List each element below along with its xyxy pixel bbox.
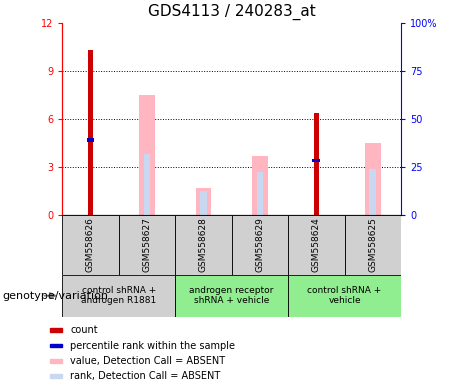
Text: control shRNA +
androgen R1881: control shRNA + androgen R1881 xyxy=(81,286,156,305)
Text: GSM558625: GSM558625 xyxy=(368,217,378,272)
Bar xyxy=(139,95,155,215)
Title: GDS4113 / 240283_at: GDS4113 / 240283_at xyxy=(148,4,315,20)
Bar xyxy=(87,138,95,142)
Bar xyxy=(175,215,231,275)
Bar xyxy=(365,143,381,215)
Bar xyxy=(50,359,62,363)
Bar xyxy=(62,215,118,275)
Bar xyxy=(118,215,175,275)
Bar xyxy=(50,374,62,378)
Bar xyxy=(344,215,401,275)
Bar xyxy=(313,113,319,215)
Text: genotype/variation: genotype/variation xyxy=(2,291,108,301)
Bar xyxy=(252,156,268,215)
Bar xyxy=(369,169,376,215)
Text: percentile rank within the sample: percentile rank within the sample xyxy=(71,341,236,351)
Bar xyxy=(62,275,175,317)
Bar xyxy=(175,275,288,317)
Bar xyxy=(313,159,320,162)
Text: GSM558624: GSM558624 xyxy=(312,217,321,272)
Bar xyxy=(200,191,207,215)
Bar xyxy=(256,172,263,215)
Bar xyxy=(288,215,344,275)
Text: GSM558627: GSM558627 xyxy=(142,217,152,272)
Bar xyxy=(195,188,211,215)
Text: control shRNA +
vehicle: control shRNA + vehicle xyxy=(307,286,382,305)
Bar xyxy=(88,50,93,215)
Text: GSM558626: GSM558626 xyxy=(86,217,95,272)
Text: count: count xyxy=(71,325,98,335)
Text: androgen receptor
shRNA + vehicle: androgen receptor shRNA + vehicle xyxy=(189,286,274,305)
Text: GSM558628: GSM558628 xyxy=(199,217,208,272)
Bar xyxy=(50,344,62,348)
Bar xyxy=(288,275,401,317)
Bar xyxy=(143,154,150,215)
Bar xyxy=(50,328,62,332)
Bar xyxy=(231,215,288,275)
Text: rank, Detection Call = ABSENT: rank, Detection Call = ABSENT xyxy=(71,371,221,381)
Text: GSM558629: GSM558629 xyxy=(255,217,265,272)
Text: value, Detection Call = ABSENT: value, Detection Call = ABSENT xyxy=(71,356,225,366)
